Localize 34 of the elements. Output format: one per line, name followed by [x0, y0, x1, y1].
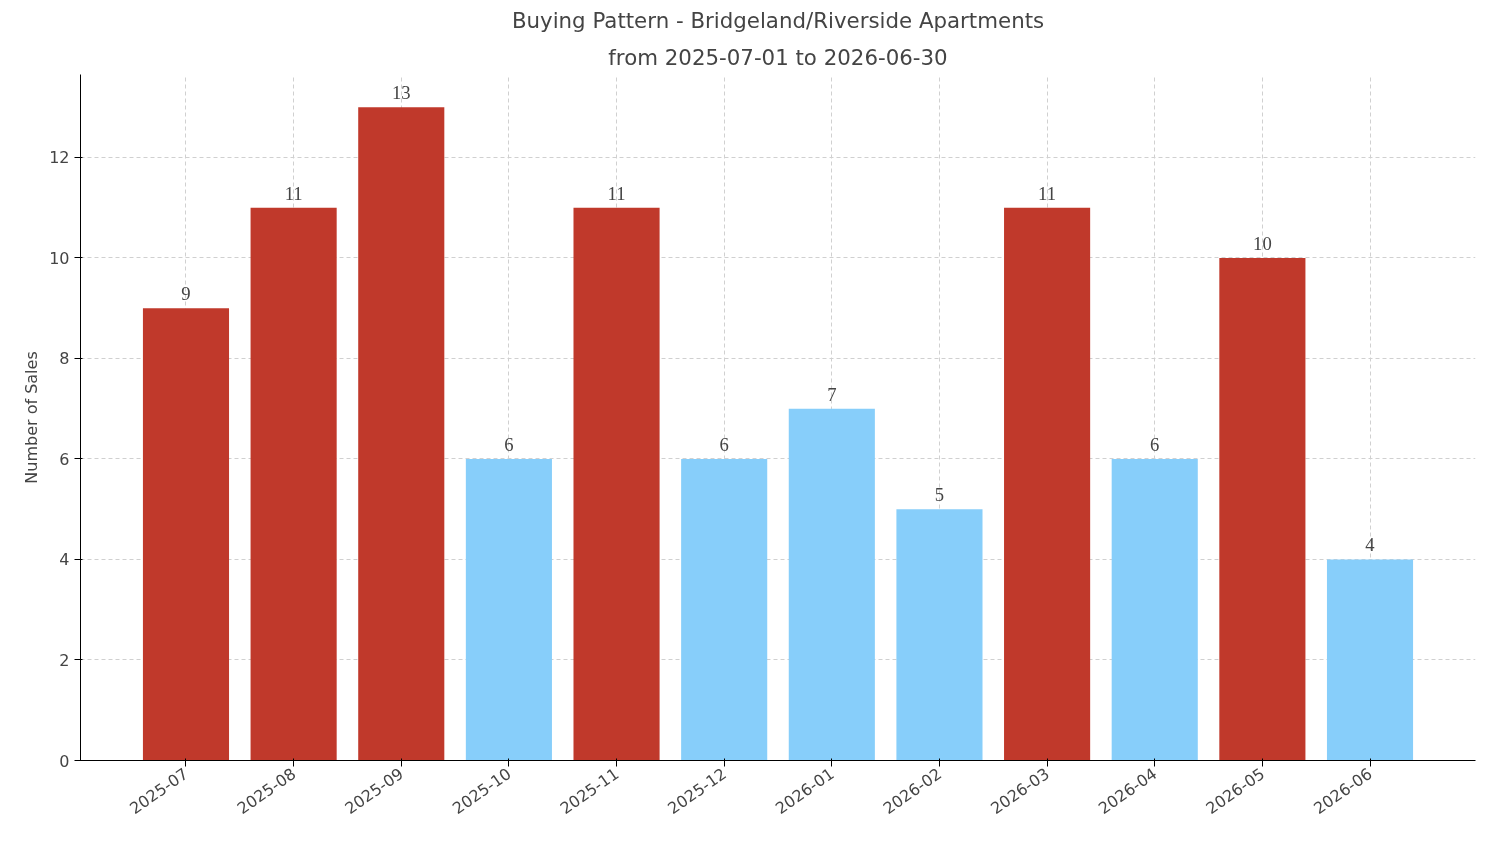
bar — [1004, 207, 1091, 761]
y-tick-label: 8 — [59, 349, 70, 369]
bar — [1219, 257, 1306, 761]
bar — [465, 458, 552, 761]
bar — [142, 308, 230, 761]
data-label: 11 — [1038, 182, 1057, 204]
y-tick-label: 4 — [59, 550, 70, 570]
bar — [896, 509, 983, 761]
y-tick-label: 10 — [49, 248, 70, 268]
bar — [1111, 458, 1198, 761]
bar — [788, 408, 875, 761]
chart-title: Buying Pattern - Bridgeland/Riverside Apartments — [511, 7, 1045, 33]
data-label: 6 — [504, 433, 514, 455]
bar — [358, 107, 445, 761]
chart-subtitle: from 2025-07-01 to 2026-06-30 — [608, 44, 948, 70]
data-label: 4 — [1365, 534, 1376, 556]
data-label: 13 — [391, 82, 411, 104]
bar — [573, 207, 660, 761]
bar — [681, 458, 768, 761]
data-label: 9 — [181, 283, 191, 305]
y-tick-label: 6 — [59, 449, 70, 469]
y-tick-label: 0 — [59, 751, 70, 771]
data-label: 6 — [719, 433, 729, 455]
data-label: 10 — [1253, 232, 1272, 254]
y-axis-title: Number of Sales — [22, 351, 42, 484]
y-tick-label: 12 — [49, 148, 70, 168]
data-label: 7 — [827, 383, 837, 405]
bar — [250, 207, 337, 761]
data-label: 6 — [1150, 433, 1160, 455]
data-label: 11 — [284, 182, 303, 204]
data-label: 11 — [607, 182, 626, 204]
data-label: 5 — [934, 484, 945, 506]
y-tick-label: 2 — [59, 650, 70, 670]
bar — [1326, 559, 1414, 761]
